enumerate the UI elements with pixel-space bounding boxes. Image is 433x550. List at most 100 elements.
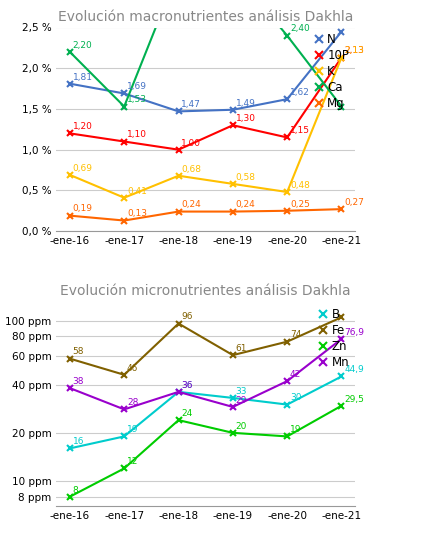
Text: 0,69: 0,69 [73,164,93,173]
Zn [339,403,344,409]
Text: 0,27: 0,27 [344,198,364,207]
Legend: B, Fe, Zn, Mn: B, Fe, Zn, Mn [319,309,349,369]
10P [67,130,72,137]
Text: 1,20: 1,20 [73,122,93,131]
Text: 19: 19 [127,425,139,435]
Mn [67,385,72,392]
Zn [284,433,290,439]
Text: 1,49: 1,49 [236,98,255,108]
B [339,373,344,380]
Text: 0,48: 0,48 [290,181,310,190]
B [230,395,236,402]
Zn [176,417,181,424]
Text: 0,19: 0,19 [73,205,93,213]
Line: K: K [66,54,345,201]
Text: 1,47: 1,47 [181,100,201,109]
N [67,80,72,87]
Text: 1,15: 1,15 [290,126,310,135]
Text: 16: 16 [73,437,84,446]
Line: B: B [66,373,345,452]
Text: 2,13: 2,13 [344,46,364,56]
Ca [339,103,344,110]
N [176,108,181,115]
B [122,433,127,439]
Text: 1,53: 1,53 [127,95,147,104]
Mn [122,406,127,412]
N [339,28,344,35]
Text: 44,9: 44,9 [344,365,364,375]
Fe [67,355,72,362]
Mg [176,208,181,215]
Fe [122,371,127,378]
Text: 1,69: 1,69 [127,82,147,91]
Text: 30: 30 [290,393,301,403]
Text: 0,24: 0,24 [236,200,255,210]
Text: 29: 29 [236,396,247,405]
Text: 8: 8 [73,486,78,494]
10P [230,122,236,129]
Text: 42: 42 [290,370,301,379]
Line: Ca: Ca [66,0,345,110]
Text: 58: 58 [73,348,84,356]
Mg [67,212,72,219]
Text: 28: 28 [127,398,139,407]
Text: 76,9: 76,9 [344,328,364,337]
Text: 2,20: 2,20 [73,41,92,50]
Ca [67,48,72,55]
Ca [284,32,290,39]
Mn [176,388,181,395]
Text: 96: 96 [181,312,193,321]
Text: 1,00: 1,00 [181,139,201,147]
N [284,96,290,102]
K [67,172,72,178]
Text: 36: 36 [181,381,193,390]
Text: 0,58: 0,58 [236,173,255,182]
Text: 74: 74 [290,331,301,339]
Fe [284,338,290,345]
Text: 1,10: 1,10 [127,130,147,139]
N [230,107,236,113]
Text: 46: 46 [127,364,139,372]
B [176,388,181,395]
Text: 0,41: 0,41 [127,186,147,196]
Text: 0,25: 0,25 [290,200,310,208]
Fe [176,320,181,327]
Zn [67,493,72,500]
Text: 19: 19 [290,425,301,435]
10P [176,146,181,153]
10P [122,138,127,145]
Line: Mg: Mg [66,206,345,224]
Line: 10P: 10P [66,54,345,153]
10P [339,54,344,61]
Mn [230,404,236,410]
Title: Evolución macronutrientes análisis Dakhla: Evolución macronutrientes análisis Dakhl… [58,9,353,24]
Fe [230,352,236,359]
N [122,90,127,97]
Mg [230,208,236,215]
K [122,194,127,201]
Text: 33: 33 [236,387,247,396]
K [284,189,290,195]
Text: 1,30: 1,30 [236,114,255,123]
Zn [230,430,236,436]
Line: Zn: Zn [66,402,345,500]
Mn [339,336,344,342]
Line: Mn: Mn [66,336,345,413]
Text: 1,81: 1,81 [73,73,93,81]
B [284,402,290,408]
K [230,180,236,187]
Mg [284,207,290,214]
Text: 20: 20 [236,422,247,431]
Mg [339,206,344,212]
10P [284,134,290,141]
Ca [122,103,127,110]
Mg [122,217,127,224]
Text: 24: 24 [181,409,193,418]
Line: N: N [66,28,345,115]
Text: 0,68: 0,68 [181,164,201,174]
Text: 29,5: 29,5 [344,394,364,404]
Text: 12: 12 [127,457,139,466]
Zn [122,465,127,472]
K [339,54,344,61]
Fe [339,314,344,321]
